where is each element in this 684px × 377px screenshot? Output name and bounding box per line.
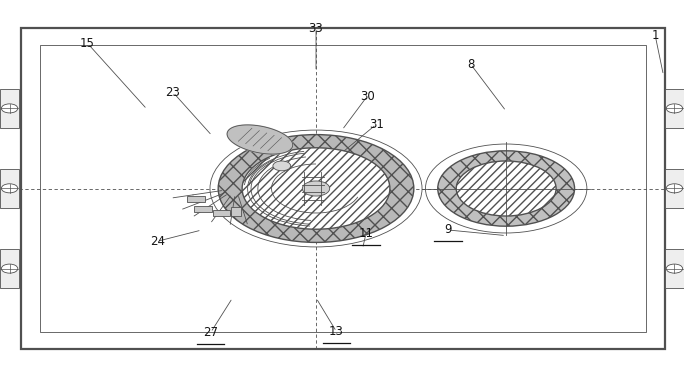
Text: 8: 8 xyxy=(467,58,474,70)
Text: 1: 1 xyxy=(652,29,659,42)
Text: 11: 11 xyxy=(358,227,373,240)
Circle shape xyxy=(1,264,18,273)
Text: 15: 15 xyxy=(80,37,95,50)
Text: 27: 27 xyxy=(203,326,218,339)
Bar xyxy=(21,28,665,349)
Circle shape xyxy=(666,264,683,273)
Circle shape xyxy=(438,151,575,226)
FancyBboxPatch shape xyxy=(213,210,231,216)
Circle shape xyxy=(666,104,683,113)
Bar xyxy=(40,45,646,332)
Circle shape xyxy=(218,135,414,242)
Bar xyxy=(665,249,684,288)
Text: 24: 24 xyxy=(150,235,165,248)
Circle shape xyxy=(273,161,291,171)
Polygon shape xyxy=(227,125,293,154)
Text: 13: 13 xyxy=(329,325,344,338)
Bar xyxy=(0,249,19,288)
Circle shape xyxy=(1,104,18,113)
Circle shape xyxy=(302,181,330,196)
Bar xyxy=(665,169,684,208)
Bar xyxy=(0,169,19,208)
FancyBboxPatch shape xyxy=(187,196,205,202)
Bar xyxy=(665,89,684,128)
Bar xyxy=(0,89,19,128)
Text: 31: 31 xyxy=(369,118,384,131)
FancyBboxPatch shape xyxy=(194,206,212,212)
Text: 23: 23 xyxy=(166,86,181,99)
Circle shape xyxy=(456,161,556,216)
FancyBboxPatch shape xyxy=(231,207,241,216)
Circle shape xyxy=(1,184,18,193)
Circle shape xyxy=(242,148,390,229)
Text: 33: 33 xyxy=(308,22,324,35)
Text: 30: 30 xyxy=(360,90,375,103)
Circle shape xyxy=(666,184,683,193)
Text: 9: 9 xyxy=(445,224,451,236)
